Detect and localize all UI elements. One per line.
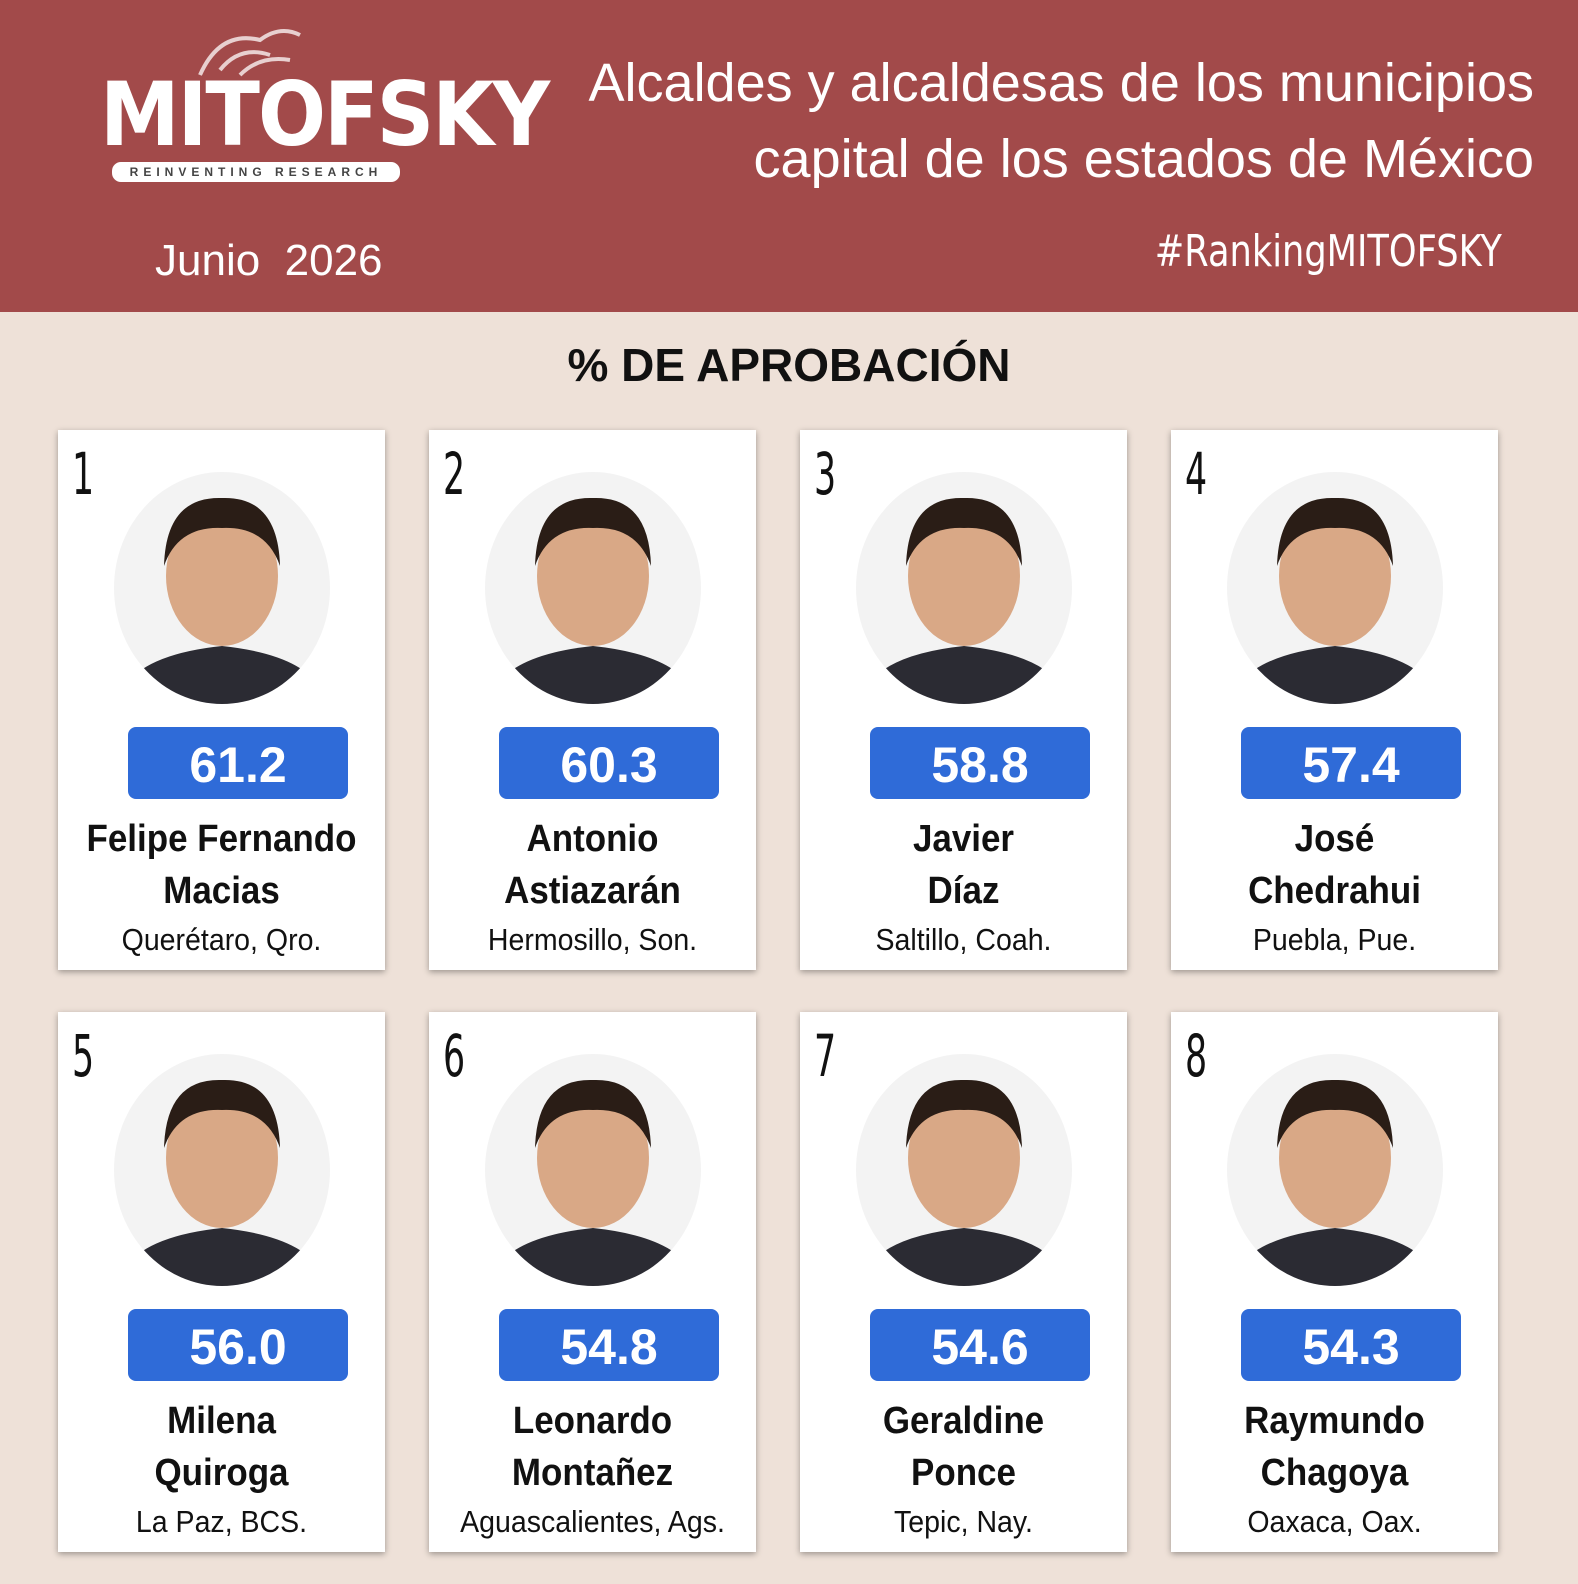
name: Montañez	[511, 1452, 674, 1494]
rank: 4	[1185, 440, 1208, 508]
place: La Paz, BCS.	[135, 1504, 308, 1539]
name: Geraldine	[882, 1400, 1045, 1442]
photo	[485, 472, 701, 704]
rank: 2	[443, 440, 466, 508]
place: Saltillo, Coah.	[875, 922, 1052, 957]
name: Astiazarán	[504, 870, 681, 912]
name: Milena	[167, 1400, 276, 1442]
candidate-card: 5 56.0 Milena Quiroga La Paz, BCS.	[58, 1012, 385, 1552]
candidate-card: 2 60.3 Antonio Astiazarán Hermosillo, Son.	[429, 430, 756, 970]
approval-score: 60.3	[499, 727, 719, 799]
candidate-card: 6 54.8 Leonardo Montañez Aguascalientes, Ags…	[429, 1012, 756, 1552]
place: Aguascalientes, Ags.	[460, 1504, 725, 1539]
name: Chagoya	[1260, 1452, 1409, 1494]
approval-score: 54.6	[870, 1309, 1090, 1381]
title: capital de los estados de México	[753, 129, 1534, 189]
approval-score: 57.4	[1241, 727, 1461, 799]
name: José	[1294, 818, 1375, 860]
approval-score: 56.0	[128, 1309, 348, 1381]
candidate-card: 4 57.4 José Chedrahui Puebla, Pue.	[1171, 430, 1498, 970]
header: MITOFSKY REINVENTING RESEARCH Junio 2026…	[0, 0, 1578, 312]
approval-score: 54.8	[499, 1309, 719, 1381]
rank: 7	[814, 1022, 837, 1090]
approval-score: 58.8	[870, 727, 1090, 799]
photo	[856, 1054, 1072, 1286]
rank: 3	[814, 440, 837, 508]
photo	[485, 1054, 701, 1286]
name: Javier	[912, 818, 1015, 860]
candidate-card: 1 61.2 Felipe Fernando Macias Querétaro, Qro…	[58, 430, 385, 970]
photo	[1227, 1054, 1443, 1286]
approval-score: 61.2	[128, 727, 348, 799]
name: Felipe Fernando	[86, 818, 357, 860]
date: Junio 2026	[155, 236, 383, 285]
title: Alcaldes y alcaldesas de los municipios	[588, 53, 1534, 113]
rank: 5	[72, 1022, 95, 1090]
name: Raymundo	[1244, 1400, 1425, 1442]
place: Querétaro, Qro.	[121, 922, 322, 957]
name: Díaz	[927, 870, 1000, 912]
name: Ponce	[911, 1452, 1016, 1494]
name: Leonardo	[512, 1400, 673, 1442]
approval-score: 54.3	[1241, 1309, 1461, 1381]
rank: 8	[1185, 1022, 1208, 1090]
photo	[1227, 472, 1443, 704]
candidate-card: 8 54.3 Raymundo Chagoya Oaxaca, Oax.	[1171, 1012, 1498, 1552]
logo-emblem	[198, 29, 301, 77]
place: Tepic, Nay.	[894, 1504, 1033, 1539]
name: Macias	[163, 870, 280, 912]
photo	[856, 472, 1072, 704]
place: Puebla, Pue.	[1252, 922, 1417, 957]
candidate-card: 7 54.6 Geraldine Ponce Tepic, Nay.	[800, 1012, 1127, 1552]
photo	[114, 1054, 330, 1286]
place: Oaxaca, Oax.	[1247, 1504, 1422, 1539]
name: Chedrahui	[1248, 870, 1421, 912]
place: Hermosillo, Son.	[487, 922, 698, 957]
hashtag: #RankingMITOFSKY	[1154, 226, 1502, 277]
section-title: % DE APROBACIÓN	[567, 339, 1011, 391]
candidate-card: 3 58.8 Javier Díaz Saltillo, Coah.	[800, 430, 1127, 970]
name: Antonio	[526, 818, 659, 860]
tagline: REINVENTING RESEARCH	[112, 162, 400, 182]
rank: 6	[443, 1022, 466, 1090]
logo: MITOFSKY	[100, 63, 550, 166]
name: Quiroga	[154, 1452, 289, 1494]
photo	[114, 472, 330, 704]
rank: 1	[72, 440, 95, 508]
